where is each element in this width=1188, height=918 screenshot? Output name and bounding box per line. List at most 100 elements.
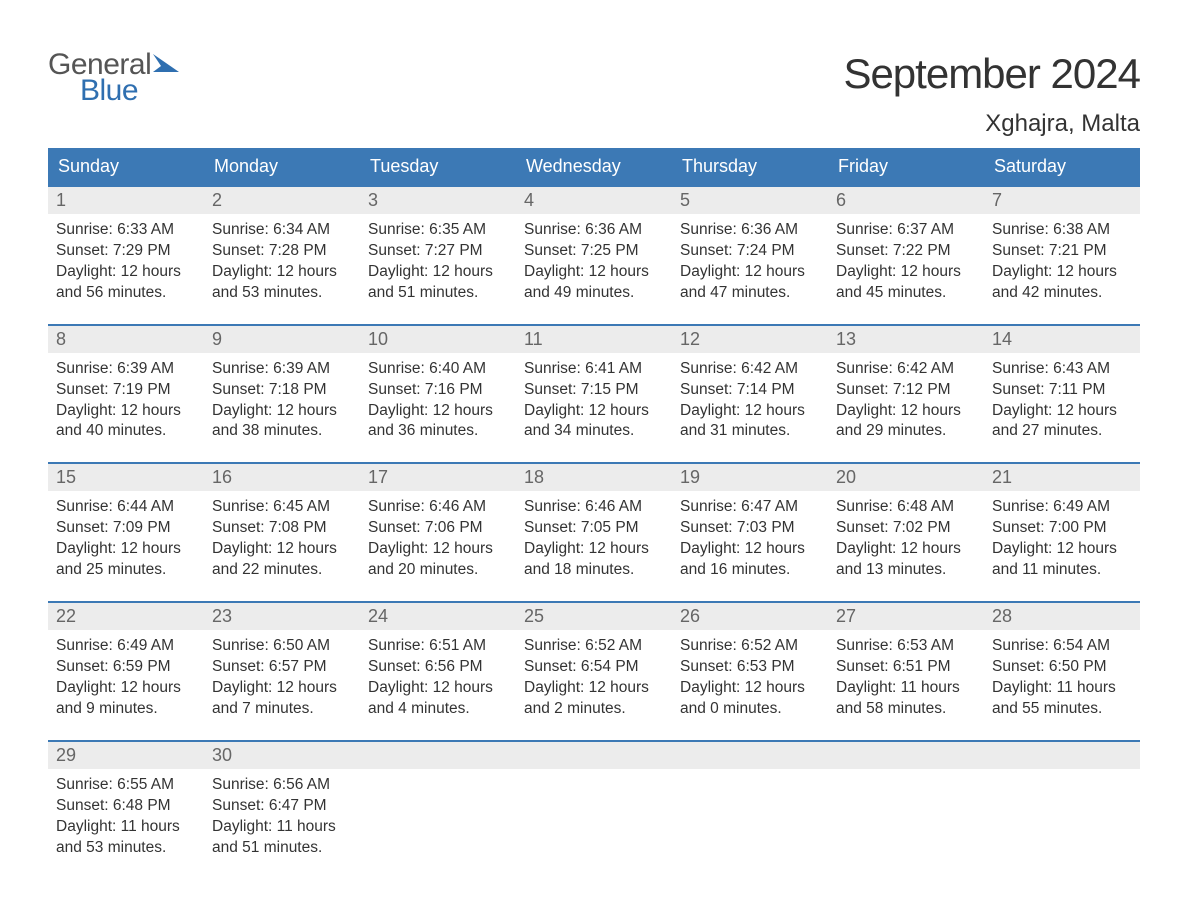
sunrise-text: Sunrise: 6:40 AM: [368, 359, 508, 380]
daylight-text: and 18 minutes.: [524, 560, 664, 581]
day-number: 3: [360, 187, 516, 214]
daylight-text: Daylight: 12 hours: [992, 401, 1132, 422]
sunset-text: Sunset: 6:47 PM: [212, 796, 352, 817]
daylight-text: and 2 minutes.: [524, 699, 664, 720]
dow-friday: Friday: [828, 148, 984, 185]
day-body: Sunrise: 6:46 AMSunset: 7:05 PMDaylight:…: [516, 491, 672, 587]
day-cell: 9Sunrise: 6:39 AMSunset: 7:18 PMDaylight…: [204, 326, 360, 449]
day-cell: 18Sunrise: 6:46 AMSunset: 7:05 PMDayligh…: [516, 464, 672, 587]
day-body: Sunrise: 6:50 AMSunset: 6:57 PMDaylight:…: [204, 630, 360, 726]
day-cell: 13Sunrise: 6:42 AMSunset: 7:12 PMDayligh…: [828, 326, 984, 449]
day-cell: 23Sunrise: 6:50 AMSunset: 6:57 PMDayligh…: [204, 603, 360, 726]
sunset-text: Sunset: 7:28 PM: [212, 241, 352, 262]
sunset-text: Sunset: 7:25 PM: [524, 241, 664, 262]
day-cell: 7Sunrise: 6:38 AMSunset: 7:21 PMDaylight…: [984, 187, 1140, 310]
daylight-text: and 53 minutes.: [212, 283, 352, 304]
sunrise-text: Sunrise: 6:38 AM: [992, 220, 1132, 241]
day-number: 22: [48, 603, 204, 630]
day-number: 24: [360, 603, 516, 630]
day-number: 18: [516, 464, 672, 491]
sunset-text: Sunset: 7:15 PM: [524, 380, 664, 401]
daylight-text: and 31 minutes.: [680, 421, 820, 442]
sunset-text: Sunset: 7:02 PM: [836, 518, 976, 539]
day-number: 2: [204, 187, 360, 214]
day-cell: 24Sunrise: 6:51 AMSunset: 6:56 PMDayligh…: [360, 603, 516, 726]
daylight-text: Daylight: 11 hours: [992, 678, 1132, 699]
sunrise-text: Sunrise: 6:51 AM: [368, 636, 508, 657]
day-number: 13: [828, 326, 984, 353]
sunrise-text: Sunrise: 6:54 AM: [992, 636, 1132, 657]
day-of-week-header: SundayMondayTuesdayWednesdayThursdayFrid…: [48, 148, 1140, 185]
sunrise-text: Sunrise: 6:36 AM: [524, 220, 664, 241]
day-number: 16: [204, 464, 360, 491]
day-cell-empty: [984, 742, 1140, 865]
day-body: Sunrise: 6:46 AMSunset: 7:06 PMDaylight:…: [360, 491, 516, 587]
daylight-text: Daylight: 12 hours: [992, 262, 1132, 283]
daylight-text: and 34 minutes.: [524, 421, 664, 442]
sunset-text: Sunset: 6:53 PM: [680, 657, 820, 678]
day-number: 19: [672, 464, 828, 491]
dow-thursday: Thursday: [672, 148, 828, 185]
daylight-text: and 51 minutes.: [368, 283, 508, 304]
day-number: 17: [360, 464, 516, 491]
day-number: 26: [672, 603, 828, 630]
daylight-text: Daylight: 12 hours: [368, 539, 508, 560]
day-number: [828, 742, 984, 769]
daylight-text: and 7 minutes.: [212, 699, 352, 720]
daylight-text: and 22 minutes.: [212, 560, 352, 581]
day-number: 20: [828, 464, 984, 491]
day-cell: 5Sunrise: 6:36 AMSunset: 7:24 PMDaylight…: [672, 187, 828, 310]
day-cell-empty: [828, 742, 984, 865]
day-cell: 20Sunrise: 6:48 AMSunset: 7:02 PMDayligh…: [828, 464, 984, 587]
daylight-text: and 51 minutes.: [212, 838, 352, 859]
daylight-text: Daylight: 12 hours: [56, 401, 196, 422]
day-cell: 3Sunrise: 6:35 AMSunset: 7:27 PMDaylight…: [360, 187, 516, 310]
daylight-text: Daylight: 12 hours: [368, 401, 508, 422]
week-row: 1Sunrise: 6:33 AMSunset: 7:29 PMDaylight…: [48, 185, 1140, 310]
day-body: Sunrise: 6:51 AMSunset: 6:56 PMDaylight:…: [360, 630, 516, 726]
daylight-text: and 20 minutes.: [368, 560, 508, 581]
dow-saturday: Saturday: [984, 148, 1140, 185]
daylight-text: and 29 minutes.: [836, 421, 976, 442]
daylight-text: Daylight: 12 hours: [56, 262, 196, 283]
daylight-text: Daylight: 12 hours: [212, 401, 352, 422]
day-body: Sunrise: 6:39 AMSunset: 7:19 PMDaylight:…: [48, 353, 204, 449]
sunset-text: Sunset: 6:59 PM: [56, 657, 196, 678]
calendar-page: General Blue September 2024 Xghajra, Mal…: [0, 0, 1188, 894]
sunset-text: Sunset: 6:54 PM: [524, 657, 664, 678]
day-cell: 12Sunrise: 6:42 AMSunset: 7:14 PMDayligh…: [672, 326, 828, 449]
day-body: Sunrise: 6:56 AMSunset: 6:47 PMDaylight:…: [204, 769, 360, 865]
day-body: Sunrise: 6:42 AMSunset: 7:12 PMDaylight:…: [828, 353, 984, 449]
dow-tuesday: Tuesday: [360, 148, 516, 185]
sunrise-text: Sunrise: 6:45 AM: [212, 497, 352, 518]
daylight-text: Daylight: 12 hours: [368, 678, 508, 699]
daylight-text: Daylight: 12 hours: [992, 539, 1132, 560]
day-body: Sunrise: 6:49 AMSunset: 6:59 PMDaylight:…: [48, 630, 204, 726]
day-cell: 8Sunrise: 6:39 AMSunset: 7:19 PMDaylight…: [48, 326, 204, 449]
daylight-text: and 4 minutes.: [368, 699, 508, 720]
daylight-text: and 56 minutes.: [56, 283, 196, 304]
day-cell: 15Sunrise: 6:44 AMSunset: 7:09 PMDayligh…: [48, 464, 204, 587]
day-body: Sunrise: 6:40 AMSunset: 7:16 PMDaylight:…: [360, 353, 516, 449]
day-number: 23: [204, 603, 360, 630]
sunset-text: Sunset: 7:16 PM: [368, 380, 508, 401]
sunset-text: Sunset: 7:12 PM: [836, 380, 976, 401]
daylight-text: Daylight: 11 hours: [212, 817, 352, 838]
sunset-text: Sunset: 7:22 PM: [836, 241, 976, 262]
day-body: Sunrise: 6:52 AMSunset: 6:54 PMDaylight:…: [516, 630, 672, 726]
day-cell: 28Sunrise: 6:54 AMSunset: 6:50 PMDayligh…: [984, 603, 1140, 726]
sunset-text: Sunset: 7:08 PM: [212, 518, 352, 539]
day-number: 12: [672, 326, 828, 353]
daylight-text: Daylight: 12 hours: [680, 262, 820, 283]
sunrise-text: Sunrise: 6:33 AM: [56, 220, 196, 241]
sunrise-text: Sunrise: 6:49 AM: [992, 497, 1132, 518]
daylight-text: and 9 minutes.: [56, 699, 196, 720]
day-body: Sunrise: 6:53 AMSunset: 6:51 PMDaylight:…: [828, 630, 984, 726]
sunset-text: Sunset: 6:50 PM: [992, 657, 1132, 678]
sunset-text: Sunset: 7:14 PM: [680, 380, 820, 401]
sunset-text: Sunset: 7:00 PM: [992, 518, 1132, 539]
day-body: Sunrise: 6:45 AMSunset: 7:08 PMDaylight:…: [204, 491, 360, 587]
daylight-text: and 49 minutes.: [524, 283, 664, 304]
daylight-text: Daylight: 11 hours: [56, 817, 196, 838]
daylight-text: and 55 minutes.: [992, 699, 1132, 720]
